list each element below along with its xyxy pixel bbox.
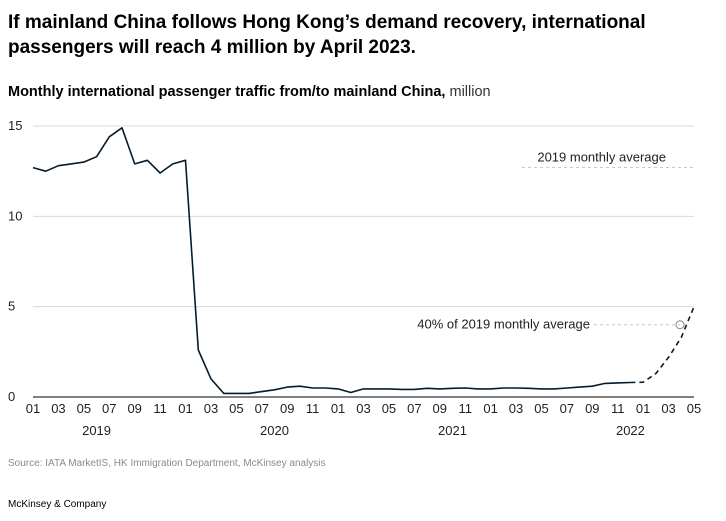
reference-label-40pct: 40% of 2019 monthly average [417, 317, 590, 332]
year-label-2020: 2020 [260, 423, 289, 438]
x-tick-label: 01 [636, 401, 650, 416]
x-tick-label: 01 [178, 401, 192, 416]
x-tick-label: 11 [153, 401, 167, 416]
x-tick-label: 09 [127, 401, 141, 416]
x-tick-label: 09 [280, 401, 294, 416]
source-note: Source: IATA MarketIS, HK Immigration De… [8, 458, 326, 469]
footer-brand: McKinsey & Company [8, 499, 107, 510]
y-tick-label-10: 10 [8, 208, 22, 223]
x-tick-label: 01 [483, 401, 497, 416]
x-tick-label: 03 [356, 401, 370, 416]
year-label-2019: 2019 [82, 423, 111, 438]
x-axis-tick-labels: 01 03 05 07 09 11 01 03 05 07 09 11 01 03 05 07 09 11 01 03… [26, 401, 701, 416]
x-tick-label: 11 [306, 401, 320, 416]
gridlines [33, 125, 694, 308]
x-tick-label: 11 [458, 401, 472, 416]
year-label-2021: 2021 [438, 423, 467, 438]
target-marker [675, 320, 685, 330]
actual-line [32, 127, 631, 395]
chart-title: If mainland China follows Hong Kong’s de… [8, 12, 646, 58]
x-tick-label: 03 [661, 401, 675, 416]
x-tick-label: 05 [382, 401, 396, 416]
x-tick-label: 05 [77, 401, 91, 416]
reference-lines: 2019 monthly average 40% of 2019 monthly … [417, 150, 694, 332]
x-tick-label: 05 [687, 401, 701, 416]
line-chart: 2019 monthly average 40% of 2019 monthly … [8, 118, 701, 438]
x-tick-label: 09 [433, 401, 447, 416]
chart-subtitle: Monthly international passenger traffic … [8, 84, 491, 100]
x-tick-label: 05 [534, 401, 548, 416]
reference-label-2019-average: 2019 monthly average [537, 150, 666, 165]
chart-subtitle-unit: million [449, 84, 491, 100]
series-lines [32, 127, 695, 395]
x-tick-label: 01 [26, 401, 40, 416]
x-tick-label: 03 [51, 401, 65, 416]
y-axis-tick-labels: 0 5 10 15 [8, 118, 22, 404]
x-axis-year-labels: 20192020202120222023 [82, 423, 645, 438]
x-tick-label: 11 [611, 401, 625, 416]
y-tick-label-0: 0 [8, 389, 15, 404]
x-tick-label: 07 [255, 401, 269, 416]
x-tick-label: 03 [509, 401, 523, 416]
y-tick-label-5: 5 [8, 299, 15, 314]
x-tick-label: 05 [229, 401, 243, 416]
x-tick-label: 07 [560, 401, 574, 416]
x-tick-label: 09 [585, 401, 599, 416]
x-tick-label: 01 [331, 401, 345, 416]
x-tick-label: 03 [204, 401, 218, 416]
y-tick-label-15: 15 [8, 118, 22, 133]
x-tick-label: 07 [407, 401, 421, 416]
projection-line [630, 306, 695, 384]
year-label-2022: 2022 [616, 423, 645, 438]
x-tick-label: 07 [102, 401, 116, 416]
chart-subtitle-main: Monthly international passenger traffic … [8, 84, 446, 100]
